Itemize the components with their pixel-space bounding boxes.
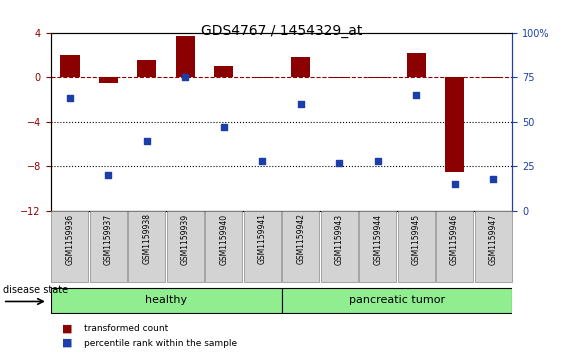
Point bbox=[296, 101, 305, 107]
Text: GSM1159938: GSM1159938 bbox=[142, 213, 151, 264]
Point bbox=[412, 92, 421, 98]
Text: ■: ■ bbox=[62, 338, 73, 348]
Bar bbox=[214, 66, 234, 77]
Bar bbox=[406, 53, 426, 77]
Point bbox=[220, 124, 229, 130]
Bar bbox=[137, 61, 157, 77]
Text: GSM1159947: GSM1159947 bbox=[489, 213, 498, 265]
Point bbox=[65, 95, 74, 101]
Text: GSM1159939: GSM1159939 bbox=[181, 213, 190, 265]
FancyBboxPatch shape bbox=[205, 211, 242, 282]
Bar bbox=[99, 77, 118, 83]
Bar bbox=[176, 36, 195, 77]
FancyBboxPatch shape bbox=[90, 211, 127, 282]
Point bbox=[142, 138, 151, 144]
Text: GSM1159943: GSM1159943 bbox=[335, 213, 343, 265]
Bar bbox=[445, 77, 464, 172]
Text: transformed count: transformed count bbox=[84, 324, 169, 333]
Text: ■: ■ bbox=[62, 323, 73, 334]
Point bbox=[373, 158, 382, 164]
Bar bbox=[291, 57, 310, 77]
FancyBboxPatch shape bbox=[397, 211, 435, 282]
Text: GSM1159937: GSM1159937 bbox=[104, 213, 113, 265]
Point bbox=[258, 158, 267, 164]
Text: GSM1159942: GSM1159942 bbox=[296, 213, 305, 264]
Text: disease state: disease state bbox=[3, 285, 68, 295]
Point bbox=[181, 74, 190, 80]
Text: pancreatic tumor: pancreatic tumor bbox=[349, 295, 445, 305]
FancyBboxPatch shape bbox=[436, 211, 473, 282]
FancyBboxPatch shape bbox=[128, 211, 166, 282]
Bar bbox=[329, 77, 349, 78]
Text: GSM1159940: GSM1159940 bbox=[220, 213, 228, 265]
Text: healthy: healthy bbox=[145, 295, 187, 305]
Text: GSM1159944: GSM1159944 bbox=[373, 213, 382, 265]
Bar bbox=[368, 77, 387, 78]
Point bbox=[450, 181, 459, 187]
Point bbox=[104, 172, 113, 178]
FancyBboxPatch shape bbox=[244, 211, 281, 282]
Point bbox=[489, 176, 498, 182]
FancyBboxPatch shape bbox=[475, 211, 512, 282]
Text: percentile rank within the sample: percentile rank within the sample bbox=[84, 339, 238, 347]
FancyBboxPatch shape bbox=[282, 211, 319, 282]
Bar bbox=[484, 77, 503, 78]
Text: GSM1159941: GSM1159941 bbox=[258, 213, 267, 264]
Text: GDS4767 / 1454329_at: GDS4767 / 1454329_at bbox=[201, 24, 362, 38]
FancyBboxPatch shape bbox=[51, 288, 282, 313]
FancyBboxPatch shape bbox=[51, 211, 88, 282]
FancyBboxPatch shape bbox=[321, 211, 358, 282]
FancyBboxPatch shape bbox=[282, 288, 512, 313]
Text: GSM1159936: GSM1159936 bbox=[65, 213, 74, 265]
FancyBboxPatch shape bbox=[359, 211, 396, 282]
FancyBboxPatch shape bbox=[167, 211, 204, 282]
Point bbox=[334, 160, 343, 166]
Text: GSM1159946: GSM1159946 bbox=[450, 213, 459, 265]
Text: GSM1159945: GSM1159945 bbox=[412, 213, 421, 265]
Bar bbox=[253, 77, 272, 78]
Bar bbox=[60, 55, 79, 77]
